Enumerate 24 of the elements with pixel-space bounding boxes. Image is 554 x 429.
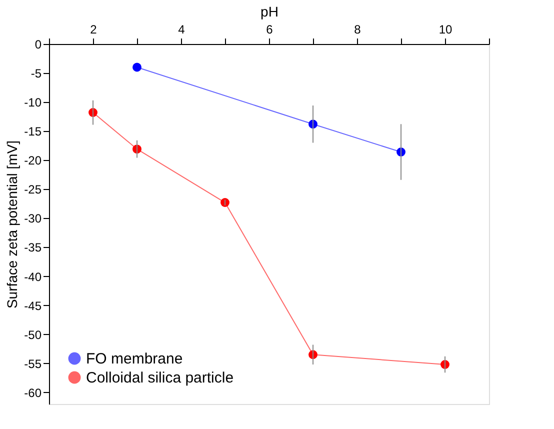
y-tick-label: -40 xyxy=(24,270,42,284)
x-tick-label: 8 xyxy=(354,22,362,36)
legend-label: Colloidal silica particle xyxy=(86,370,234,386)
x-axis-title: pH xyxy=(260,4,278,20)
y-tick-label: -25 xyxy=(24,182,42,197)
legend-label: FO membrane xyxy=(86,350,183,368)
x-tick-label: 2 xyxy=(90,22,98,36)
y-tick-label: -15 xyxy=(24,124,42,139)
x-tick-label: 6 xyxy=(266,22,274,36)
y-tick-label: -60 xyxy=(24,386,42,400)
y-tick-label: -20 xyxy=(24,154,42,168)
point xyxy=(132,62,142,72)
point xyxy=(220,198,230,207)
x-tick-label: 10 xyxy=(438,22,452,36)
y-tick-label: -5 xyxy=(30,66,42,81)
y-axis-title: Surface zeta potential [mV] xyxy=(4,140,20,309)
y-tick-label: -10 xyxy=(24,96,42,110)
x-tick-label: 4 xyxy=(178,22,186,36)
y-tick-label: -45 xyxy=(24,298,42,313)
y-tick-label: -50 xyxy=(24,328,42,342)
y-tick-label: 0 xyxy=(34,38,42,52)
y-tick-label: -30 xyxy=(24,212,42,226)
y-tick-label: -55 xyxy=(24,356,42,371)
y-tick-label: -35 xyxy=(24,240,42,255)
